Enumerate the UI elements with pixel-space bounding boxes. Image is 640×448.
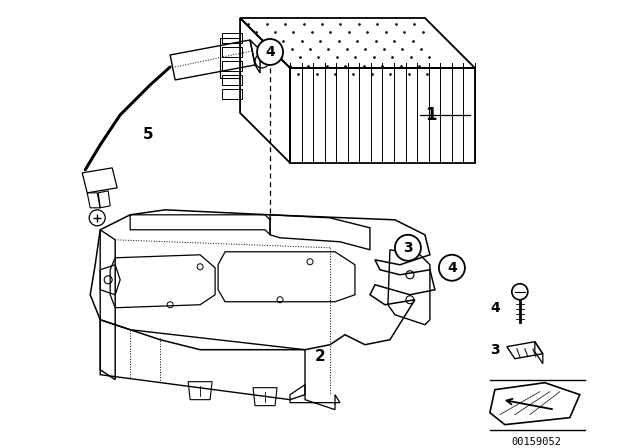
Text: 4: 4 bbox=[490, 301, 500, 315]
Text: 4: 4 bbox=[447, 261, 457, 275]
Text: 3: 3 bbox=[490, 343, 500, 357]
Text: 5: 5 bbox=[143, 127, 154, 142]
Text: 2: 2 bbox=[315, 349, 325, 364]
Text: 00159052: 00159052 bbox=[512, 437, 562, 447]
Circle shape bbox=[395, 235, 421, 261]
Text: 4: 4 bbox=[265, 45, 275, 59]
Circle shape bbox=[257, 39, 283, 65]
Text: 3: 3 bbox=[403, 241, 413, 255]
Text: 1: 1 bbox=[425, 106, 436, 124]
Circle shape bbox=[439, 255, 465, 281]
